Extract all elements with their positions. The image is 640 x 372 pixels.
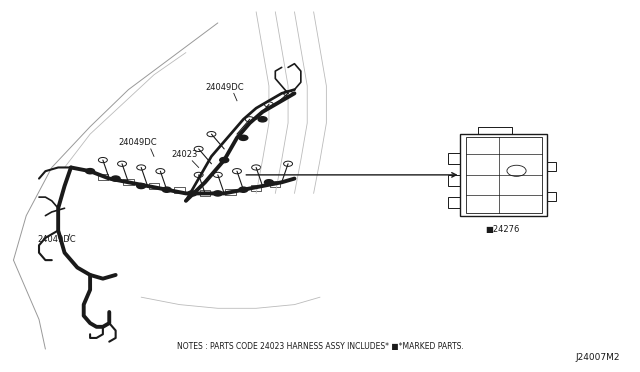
Circle shape [258,117,267,122]
Circle shape [213,191,222,196]
Circle shape [239,187,248,192]
Bar [270,181,280,187]
Bar [149,183,159,189]
Text: ■24276: ■24276 [484,225,519,234]
Circle shape [111,176,120,181]
Bar [225,189,236,195]
Circle shape [239,135,248,140]
Text: J24007M2: J24007M2 [575,353,620,362]
Circle shape [86,169,95,174]
Text: 24049DC: 24049DC [205,83,244,92]
Bar [448,153,461,164]
Circle shape [188,191,196,196]
Bar [461,134,547,216]
Bar [200,190,210,196]
Text: NOTES : PARTS CODE 24023 HARNESS ASSY INCLUDES* ■*MARKED PARTS.: NOTES : PARTS CODE 24023 HARNESS ASSY IN… [177,342,463,351]
Bar [547,162,556,171]
Bar [466,137,541,213]
Text: 24049DC: 24049DC [38,235,76,244]
Bar [448,197,461,208]
Text: 24023: 24023 [172,150,198,159]
Bar [251,185,261,191]
Bar [124,179,134,185]
Bar [174,187,184,193]
Circle shape [163,187,172,192]
Bar [547,192,556,201]
Circle shape [220,157,228,163]
Bar [98,174,108,180]
Text: 24049DC: 24049DC [119,138,157,147]
Circle shape [137,183,146,189]
Circle shape [264,180,273,185]
Bar [448,175,461,186]
